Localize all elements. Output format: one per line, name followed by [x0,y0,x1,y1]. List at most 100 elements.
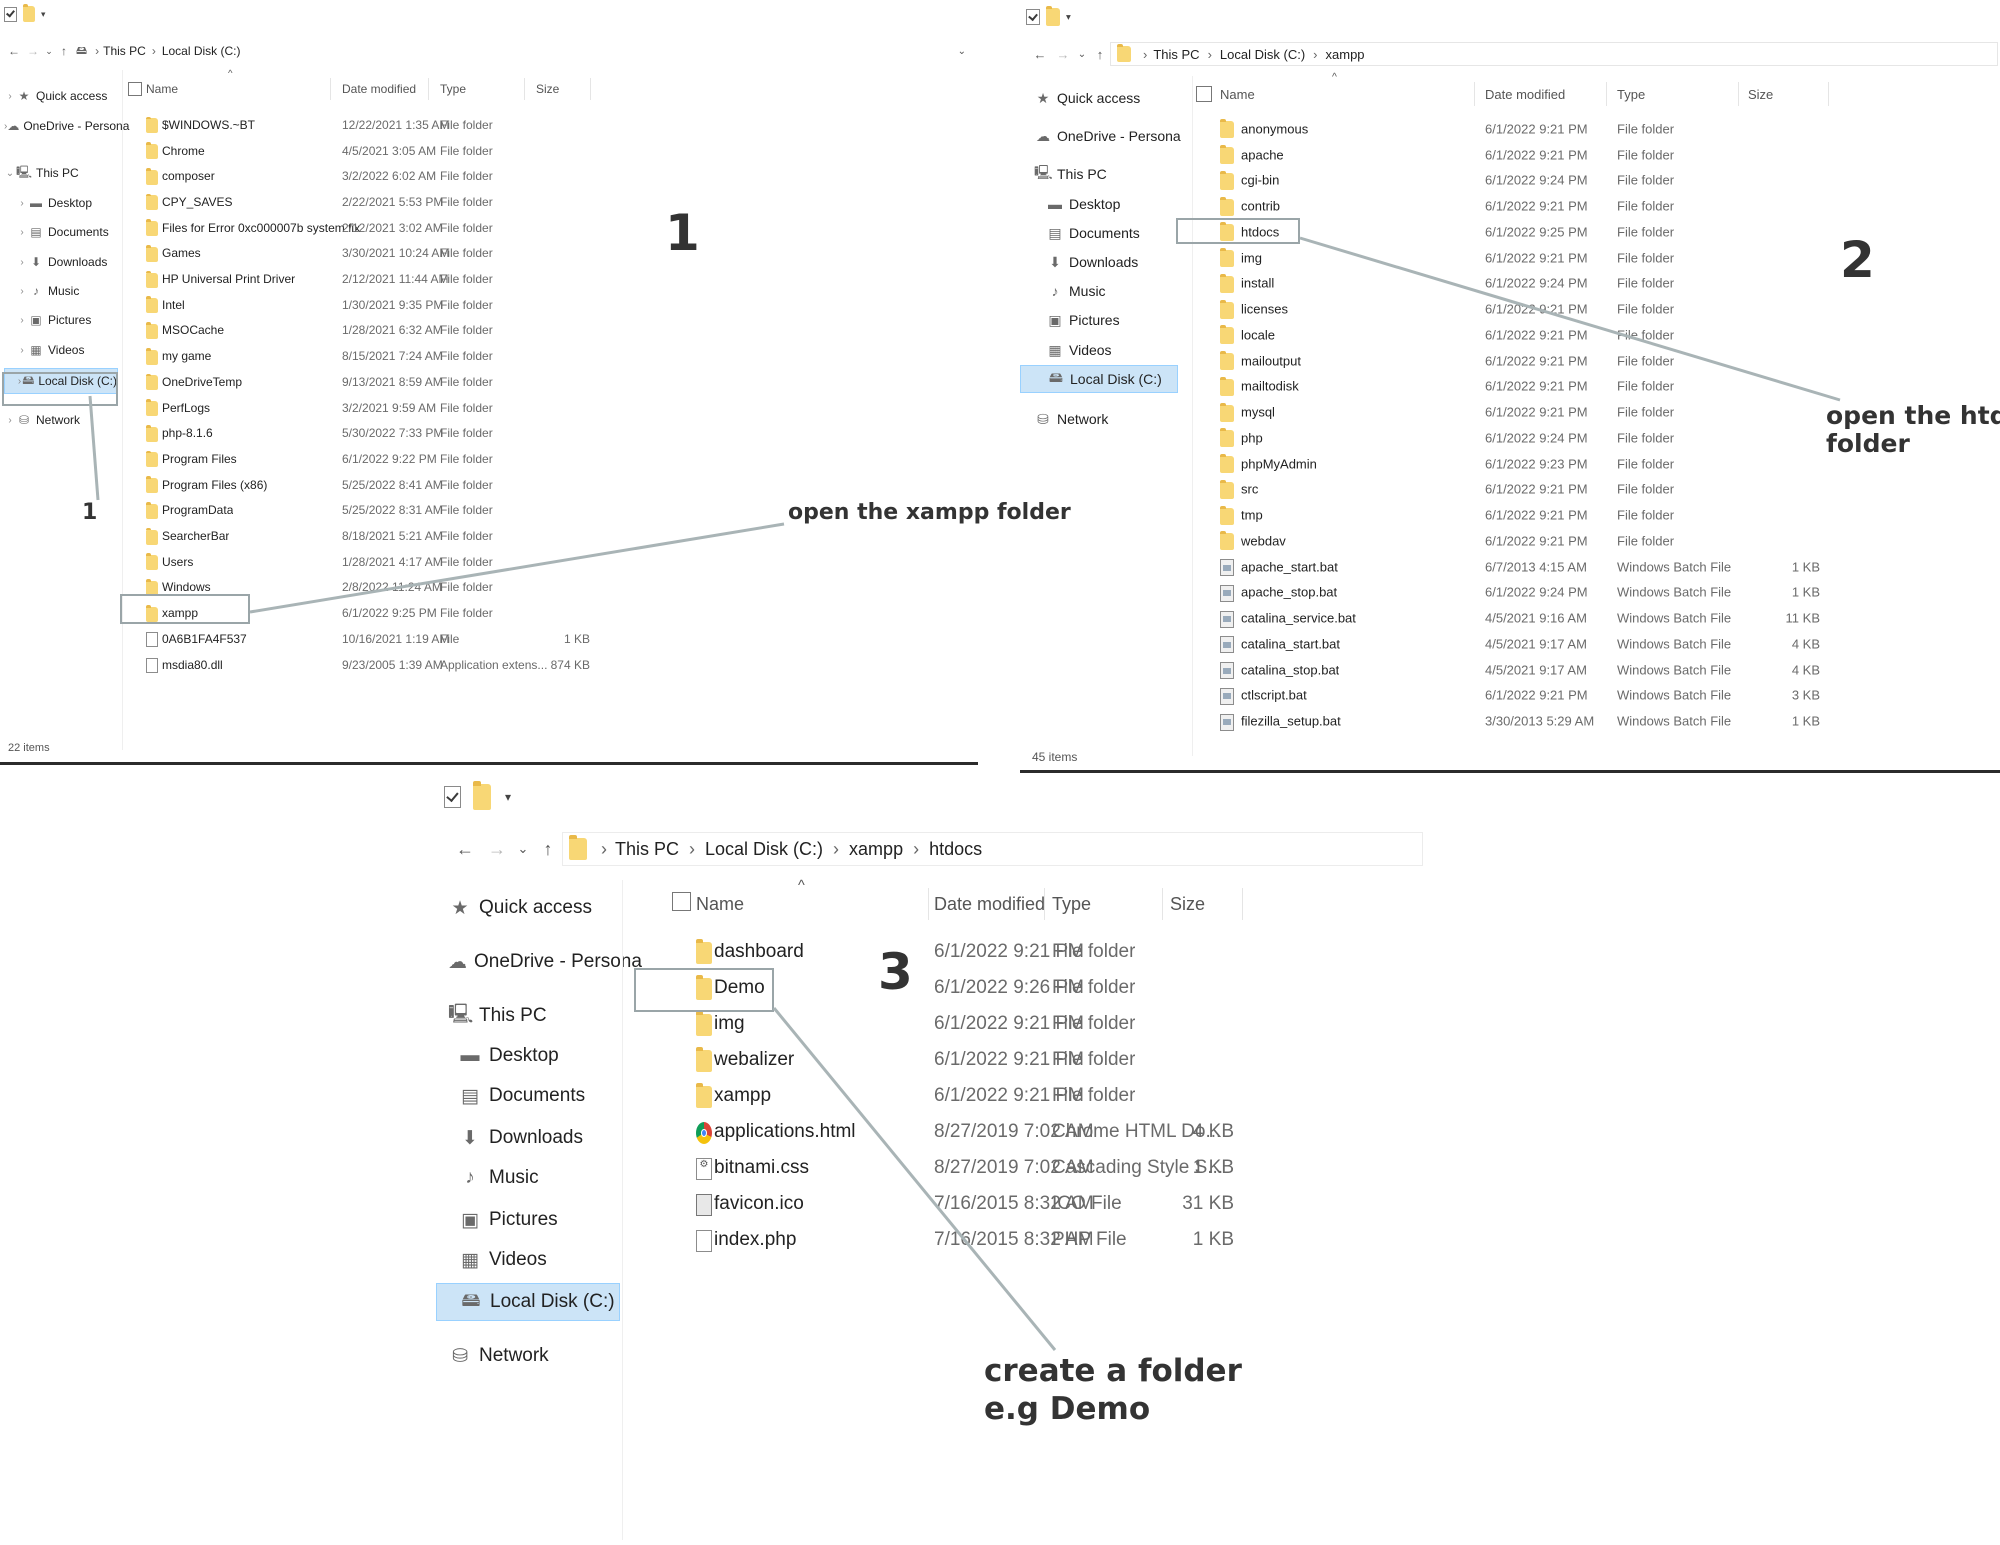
sidebar-item-videos[interactable]: ▦ Videos [436,1241,642,1279]
file-row-anonymous[interactable]: anonymous 6/1/2022 9:21 PM File folder [1020,116,2000,142]
chevron-right-icon[interactable]: › [20,344,24,356]
breadcrumb-this-pc[interactable]: This PC [103,44,146,58]
file-row-phpmyadmin[interactable]: phpMyAdmin 6/1/2022 9:23 PM File folder [1020,451,2000,477]
file-row-dashboard[interactable]: dashboard 6/1/2022 9:21 PM File folder [436,934,1436,970]
sidebar-item-onedrive-persona[interactable]: › ☁ OneDrive - Persona [4,113,129,139]
column-header-name[interactable]: Name [146,82,179,96]
column-header-size[interactable]: Size [536,82,560,96]
column-header-type[interactable]: Type [1617,86,1646,102]
file-row-locale[interactable]: locale 6/1/2022 9:21 PM File folder [1020,322,2000,348]
column-separator[interactable] [928,888,929,920]
chevron-right-icon[interactable]: › [8,90,12,102]
file-row-apache[interactable]: apache 6/1/2022 9:21 PM File folder [1020,142,2000,168]
file-row-my-game[interactable]: my game 8/15/2021 7:24 AM File folder [0,343,978,369]
chevron-right-icon[interactable]: › [20,197,24,209]
file-row-0a6b1fa4f537[interactable]: 0A6B1FA4F537 10/16/2021 1:19 AM File 1 KB [0,626,978,652]
breadcrumb-this-pc[interactable]: This PC [615,838,680,859]
file-row-onedrivetemp[interactable]: OneDriveTemp 9/13/2021 8:59 AM File folder [0,369,978,395]
customize-caret-icon[interactable]: ▾ [1066,11,1071,23]
sidebar-item-network[interactable]: ⛁ Network [436,1337,632,1375]
sidebar-item-network[interactable]: ⛁ Network [1020,405,1192,433]
sidebar-item-this-pc[interactable]: 🖳 This PC [1020,160,1192,188]
sidebar-item-this-pc[interactable]: 🖳 This PC [436,997,632,1035]
sidebar-item-onedrive-persona[interactable]: ☁ OneDrive - Persona [436,943,642,981]
forward-arrow-icon[interactable]: → [27,44,39,58]
sidebar-item-videos[interactable]: ▦ Videos [1020,336,1204,364]
properties-checkbox-icon[interactable] [4,6,17,22]
up-arrow-icon[interactable]: ↑ [61,44,67,58]
file-row-php[interactable]: php 6/1/2022 9:24 PM File folder [1020,425,2000,451]
address-dropdown-icon[interactable]: ⌄ [957,45,966,57]
column-separator[interactable] [590,78,591,100]
sidebar-item-desktop[interactable]: › ▬ Desktop [4,190,130,216]
column-separator[interactable] [1162,888,1163,920]
file-row-mailtodisk[interactable]: mailtodisk 6/1/2022 9:21 PM File folder [1020,374,2000,400]
column-header-size[interactable]: Size [1748,86,1774,102]
breadcrumb-this-pc[interactable]: This PC [1153,46,1200,62]
column-separator[interactable] [524,78,525,100]
column-separator[interactable] [428,78,429,100]
recent-locations-icon[interactable]: ⌄ [45,45,53,56]
file-row-applications-html[interactable]: applications.html 8/27/2019 7:02 AM Chrome… [436,1114,1436,1150]
file-row-intel[interactable]: Intel 1/30/2021 9:35 PM File folder [0,292,978,318]
sidebar-item-pictures[interactable]: › ▣ Pictures [4,307,130,333]
chevron-right-icon[interactable]: › [4,120,8,132]
sidebar-item-music[interactable]: ♪ Music [436,1159,642,1197]
column-header-date[interactable]: Date modified [1485,86,1566,102]
column-header-type[interactable]: Type [1052,893,1092,914]
column-separator[interactable] [330,78,331,100]
file-row-demo[interactable]: Demo 6/1/2022 9:26 PM File folder [436,970,1436,1006]
file-row-apache-start-bat[interactable]: apache_start.bat 6/7/2013 4:15 AM Windows … [1020,554,2000,580]
forward-arrow-icon[interactable]: → [1056,46,1070,62]
chevron-down-icon[interactable]: ⌄ [5,167,15,179]
column-separator[interactable] [1606,82,1607,106]
address-bar[interactable]: 🖴 › This PC › Local Disk (C:) ⌄ [72,40,974,62]
forward-arrow-icon[interactable]: → [488,838,506,859]
chevron-right-icon[interactable]: › [8,414,12,426]
file-row-apache-stop-bat[interactable]: apache_stop.bat 6/1/2022 9:24 PM Windows B… [1020,580,2000,606]
sidebar-item-pictures[interactable]: ▣ Pictures [1020,306,1204,334]
file-row-programdata[interactable]: ProgramData 5/25/2022 8:31 AM File folder [0,498,978,524]
file-row-catalina-service-bat[interactable]: catalina_service.bat 4/5/2021 9:16 AM Wind… [1020,605,2000,631]
sidebar-item-quick-access[interactable]: › ★ Quick access [4,83,118,109]
file-row-index-php[interactable]: index.php 7/16/2015 8:32 AM PHP File 1 KB [436,1222,1436,1258]
column-separator[interactable] [1044,888,1045,920]
back-arrow-icon[interactable]: ← [1033,46,1047,62]
column-header-name[interactable]: Name [696,893,745,914]
file-row-hp-universal-print-driver[interactable]: HP Universal Print Driver 2/12/2021 11:44… [0,266,978,292]
column-separator[interactable] [1474,82,1475,106]
column-header-size[interactable]: Size [1170,893,1206,914]
select-all-checkbox[interactable] [1196,86,1212,102]
file-row-tmp[interactable]: tmp 6/1/2022 9:21 PM File folder [1020,502,2000,528]
sidebar-item-quick-access[interactable]: ★ Quick access [436,889,632,927]
file-row-mysql[interactable]: mysql 6/1/2022 9:21 PM File folder [1020,399,2000,425]
sidebar-item-downloads[interactable]: › ⬇ Downloads [4,249,130,275]
column-header-date[interactable]: Date modified [934,893,1046,914]
up-arrow-icon[interactable]: ↑ [1096,46,1104,62]
breadcrumb-local-disk[interactable]: Local Disk (C:) [161,44,241,58]
file-row-webalizer[interactable]: webalizer 6/1/2022 9:21 PM File folder [436,1042,1436,1078]
breadcrumb-htdocs[interactable]: htdocs [929,838,983,859]
properties-checkbox-icon[interactable] [444,786,461,808]
sidebar-item-videos[interactable]: › ▦ Videos [4,337,130,363]
sidebar-item-downloads[interactable]: ⬇ Downloads [436,1119,642,1157]
file-row-msdia80-dll[interactable]: msdia80.dll 9/23/2005 1:39 AM Application … [0,652,978,678]
breadcrumb-local-disk[interactable]: Local Disk (C:) [705,838,824,859]
column-separator[interactable] [1242,888,1243,920]
file-row-htdocs[interactable]: htdocs 6/1/2022 9:25 PM File folder [1020,219,2000,245]
column-header-date[interactable]: Date modified [342,82,417,96]
file-row-favicon-ico[interactable]: favicon.ico 7/16/2015 8:32 AM ICO File 31 K… [436,1186,1436,1222]
file-row-files-for-error-0xc000007b-system-fix[interactable]: Files for Error 0xc000007b system fix 2/1… [0,215,978,241]
sidebar-item-local-disk-c[interactable]: 🖴 Local Disk (C:) [1020,365,1178,393]
properties-checkbox-icon[interactable] [1026,9,1040,25]
column-header-name[interactable]: Name [1220,86,1255,102]
file-row-searcherbar[interactable]: SearcherBar 8/18/2021 5:21 AM File folder [0,523,978,549]
file-row-webdav[interactable]: webdav 6/1/2022 9:21 PM File folder [1020,528,2000,554]
back-arrow-icon[interactable]: ← [456,838,474,859]
address-bar[interactable]: › This PC › Local Disk (C:) › xampp [1110,42,1998,66]
file-row-filezilla-setup-bat[interactable]: filezilla_setup.bat 3/30/2013 5:29 AM Wind… [1020,708,2000,734]
column-separator[interactable] [1828,82,1829,106]
file-row-windows-bt[interactable]: $WINDOWS.~BT 12/22/2021 1:35 AM File folde… [0,112,978,138]
select-all-checkbox[interactable] [672,892,691,911]
